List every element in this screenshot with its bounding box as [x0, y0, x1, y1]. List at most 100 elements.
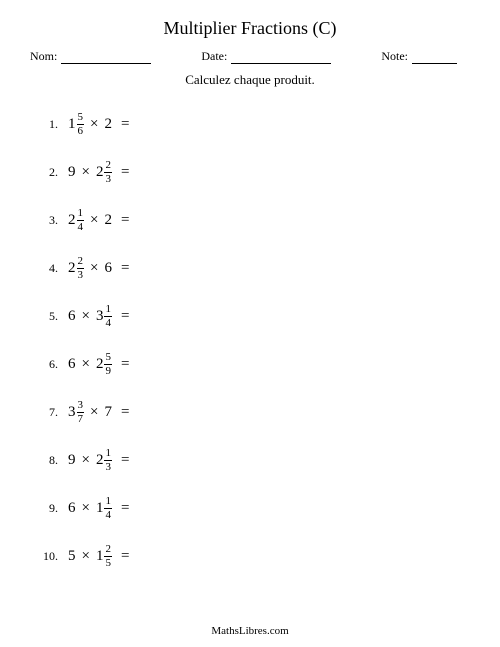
expression: 6 × 259 =: [68, 352, 129, 377]
instruction-text: Calculez chaque produit.: [30, 72, 470, 88]
equals-symbol: =: [121, 260, 129, 277]
mixed-number: 223: [96, 160, 112, 185]
times-symbol: ×: [90, 116, 98, 133]
whole-part: 1: [68, 116, 76, 133]
worksheet-page: Multiplier Fractions (C) Nom: Date: Note…: [0, 0, 500, 647]
denominator: 5: [104, 558, 112, 569]
times-symbol: ×: [82, 548, 90, 565]
whole-part: 2: [68, 260, 76, 277]
times-symbol: ×: [82, 500, 90, 517]
name-field: Nom:: [30, 49, 151, 64]
mixed-number: 223: [68, 256, 84, 281]
fraction-part: 14: [104, 496, 112, 521]
expression: 9×223=: [68, 160, 129, 185]
times-symbol: ×: [82, 164, 90, 181]
times-symbol: ×: [82, 308, 90, 325]
integer-term: 2: [104, 212, 112, 229]
times-symbol: ×: [82, 452, 90, 469]
mixed-number: 259: [96, 352, 112, 377]
problem-row: 4.223×6=: [36, 244, 470, 292]
equals-symbol: =: [121, 308, 129, 325]
problem-number: 1.: [36, 117, 58, 132]
name-line[interactable]: [61, 52, 151, 64]
whole-part: 2: [96, 452, 104, 469]
whole-part: 2: [96, 164, 104, 181]
mixed-number: 314: [96, 304, 112, 329]
denominator: 4: [77, 222, 85, 233]
fraction-part: 59: [104, 352, 112, 377]
equals-symbol: =: [121, 356, 129, 373]
note-field: Note:: [381, 49, 457, 64]
equals-symbol: =: [121, 500, 129, 517]
times-symbol: ×: [90, 260, 98, 277]
integer-term: 6: [68, 356, 76, 373]
denominator: 3: [104, 462, 112, 473]
page-title: Multiplier Fractions (C): [30, 18, 470, 39]
denominator: 3: [77, 270, 85, 281]
times-symbol: ×: [82, 356, 90, 373]
problem-number: 10.: [36, 549, 58, 564]
mixed-number: 337: [68, 400, 84, 425]
problem-row: 1.156×2=: [36, 100, 470, 148]
numerator: 2: [104, 160, 112, 171]
denominator: 4: [104, 318, 112, 329]
name-label: Nom:: [30, 49, 57, 64]
fraction-part: 37: [77, 400, 85, 425]
problem-number: 6.: [36, 357, 58, 372]
numerator: 2: [77, 256, 85, 267]
expression: 6 × 114 =: [68, 496, 129, 521]
mixed-number: 214: [68, 208, 84, 233]
problem-row: 8.9×213=: [36, 436, 470, 484]
problem-number: 2.: [36, 165, 58, 180]
integer-term: 9: [68, 164, 76, 181]
denominator: 9: [104, 366, 112, 377]
mixed-number: 114: [96, 496, 112, 521]
numerator: 2: [104, 544, 112, 555]
equals-symbol: =: [121, 548, 129, 565]
problem-number: 4.: [36, 261, 58, 276]
problem-row: 5.6×314=: [36, 292, 470, 340]
whole-part: 1: [96, 500, 104, 517]
whole-part: 2: [96, 356, 104, 373]
problem-row: 2.9×223=: [36, 148, 470, 196]
equals-symbol: =: [121, 116, 129, 133]
problem-row: 6. 6 × 259 =: [36, 340, 470, 388]
equals-symbol: =: [121, 404, 129, 421]
date-label: Date:: [201, 49, 227, 64]
whole-part: 1: [96, 548, 104, 565]
problem-row: 7. 337 × 7 =: [36, 388, 470, 436]
numerator: 5: [77, 112, 85, 123]
numerator: 3: [77, 400, 85, 411]
fraction-part: 14: [77, 208, 85, 233]
fraction-part: 23: [104, 160, 112, 185]
integer-term: 6: [68, 500, 76, 517]
problem-number: 5.: [36, 309, 58, 324]
problem-row: 9.6×114=: [36, 484, 470, 532]
problem-number: 7.: [36, 405, 58, 420]
expression: 9 × 213 =: [68, 448, 129, 473]
integer-term: 5: [68, 548, 76, 565]
note-label: Note:: [381, 49, 408, 64]
expression: 6×314=: [68, 304, 129, 329]
times-symbol: ×: [90, 212, 98, 229]
mixed-number: 213: [96, 448, 112, 473]
fraction-part: 13: [104, 448, 112, 473]
fraction-part: 56: [77, 112, 85, 137]
fraction-part: 25: [104, 544, 112, 569]
numerator: 1: [77, 208, 85, 219]
denominator: 6: [77, 126, 85, 137]
footer-text: MathsLibres.com: [0, 625, 500, 637]
mixed-number: 125: [96, 544, 112, 569]
numerator: 1: [104, 496, 112, 507]
expression: 223×6=: [68, 256, 129, 281]
problem-number: 3.: [36, 213, 58, 228]
date-line[interactable]: [231, 52, 331, 64]
equals-symbol: =: [121, 452, 129, 469]
equals-symbol: =: [121, 212, 129, 229]
integer-term: 9: [68, 452, 76, 469]
integer-term: 7: [104, 404, 112, 421]
expression: 214×2=: [68, 208, 129, 233]
note-line[interactable]: [412, 52, 457, 64]
times-symbol: ×: [90, 404, 98, 421]
integer-term: 2: [104, 116, 112, 133]
